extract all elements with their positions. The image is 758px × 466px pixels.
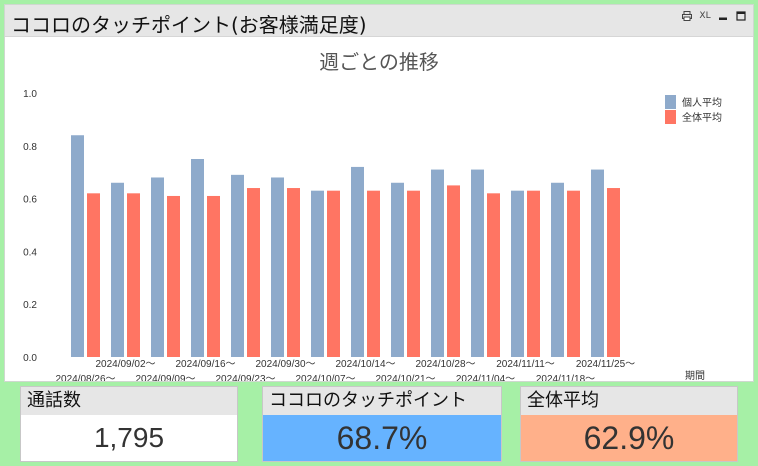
- chart-panel: ココロのタッチポイント(お客様満足度) XL: [4, 4, 754, 382]
- bar-overall: [127, 193, 140, 357]
- bar-individual: [151, 177, 164, 357]
- legend-label-individual: 個人平均: [682, 96, 722, 109]
- y-tick-label: 0.0: [23, 353, 37, 364]
- kpi-touchpoint: ココロのタッチポイント 68.7%: [262, 386, 502, 462]
- bar-overall: [407, 190, 420, 357]
- x-tick-label: 2024/09/16～: [175, 359, 235, 370]
- bar-individual: [351, 166, 364, 357]
- kpi-touchpoint-label: ココロのタッチポイント: [263, 387, 501, 415]
- x-tick-label: 2024/09/02～: [95, 359, 155, 370]
- kpi-calls-value: 1,795: [21, 415, 237, 461]
- chart-title: 週ごとの推移: [319, 50, 439, 74]
- bar-individual: [551, 182, 564, 357]
- x-axis-label: 期間: [685, 370, 705, 381]
- bar-individual: [471, 169, 484, 357]
- chart-area: 週ごとの推移 0.0 0.2 0.4 0.6 0.8 1.0 2024/08/26～ 2024/…: [5, 37, 753, 381]
- bar-overall: [287, 188, 300, 357]
- bar-overall: [247, 188, 260, 357]
- kpi-calls: 通話数 1,795: [20, 386, 238, 462]
- bar-individual: [311, 190, 324, 357]
- x-tick-label: 2024/09/09～: [135, 374, 195, 381]
- bar-individual: [111, 182, 124, 357]
- kpi-calls-label: 通話数: [21, 387, 237, 415]
- bar-individual: [231, 174, 244, 357]
- bar-individual: [391, 182, 404, 357]
- kpi-touchpoint-value: 68.7%: [263, 415, 501, 461]
- bar-overall: [167, 195, 180, 357]
- weekly-trend-chart: 週ごとの推移 0.0 0.2 0.4 0.6 0.8 1.0 2024/08/26～ 2024/…: [23, 50, 722, 381]
- y-tick-label: 0.6: [23, 195, 37, 206]
- bar-overall: [607, 188, 620, 357]
- panel-title: ココロのタッチポイント(お客様満足度): [11, 13, 367, 37]
- bar-individual: [431, 169, 444, 357]
- bar-overall: [487, 193, 500, 357]
- x-tick-label: 2024/11/11～: [496, 359, 555, 370]
- x-tick-label: 2024/11/25～: [576, 359, 635, 370]
- x-tick-label: 2024/11/18～: [536, 374, 595, 381]
- legend-swatch-overall: [665, 110, 676, 124]
- bar-individual: [191, 159, 204, 357]
- bar-overall: [87, 193, 100, 357]
- kpi-overall-label: 全体平均: [521, 387, 737, 415]
- bar-individual: [591, 169, 604, 357]
- print-icon[interactable]: [681, 10, 693, 22]
- kpi-overall-value: 62.9%: [521, 415, 737, 461]
- x-tick-label: 2024/10/28～: [415, 359, 475, 370]
- y-tick-label: 0.8: [23, 142, 37, 153]
- bar-overall: [527, 190, 540, 357]
- x-tick-label: 2024/09/23～: [215, 374, 275, 381]
- bar-overall: [447, 185, 460, 357]
- bar-overall: [367, 190, 380, 357]
- chart-panel-header: ココロのタッチポイント(お客様満足度) XL: [5, 5, 753, 37]
- y-tick-label: 0.4: [23, 247, 37, 258]
- x-tick-label: 2024/10/07～: [295, 374, 355, 381]
- x-tick-label: 2024/09/30～: [255, 359, 315, 370]
- export-excel-button[interactable]: XL: [699, 11, 711, 21]
- bar-overall: [327, 190, 340, 357]
- x-tick-label: 2024/11/04～: [456, 374, 515, 381]
- legend-swatch-individual: [665, 95, 676, 109]
- bar-overall: [207, 195, 220, 357]
- y-tick-label: 0.2: [23, 300, 37, 311]
- bar-individual: [511, 190, 524, 357]
- y-tick-label: 1.0: [23, 89, 37, 100]
- bar-overall: [567, 190, 580, 357]
- x-tick-label: 2024/10/14～: [335, 359, 395, 370]
- kpi-overall: 全体平均 62.9%: [520, 386, 738, 462]
- bar-individual: [71, 135, 84, 357]
- maximize-icon[interactable]: [735, 10, 747, 22]
- x-tick-label: 2024/08/26～: [55, 374, 115, 381]
- bar-individual: [271, 177, 284, 357]
- legend-label-overall: 全体平均: [682, 111, 722, 124]
- panel-toolbar: XL: [681, 10, 747, 22]
- x-tick-label: 2024/10/21～: [375, 374, 435, 381]
- minimize-icon[interactable]: [717, 10, 729, 22]
